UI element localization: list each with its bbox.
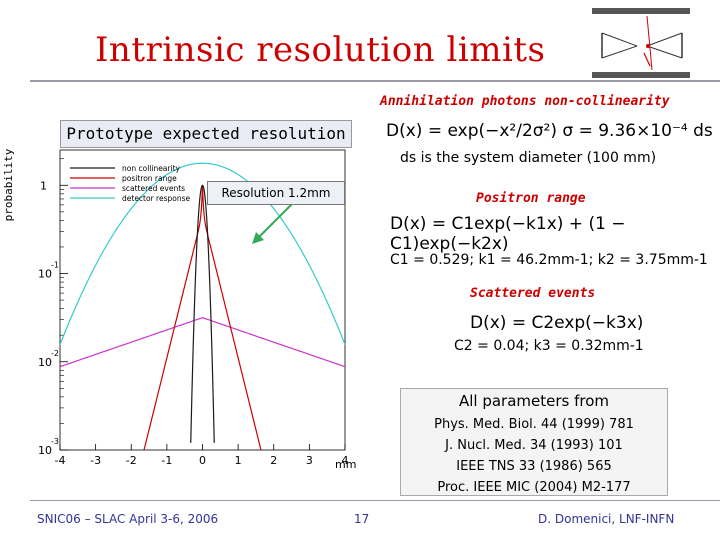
- x-tick-label: 1: [235, 454, 242, 467]
- x-tick-label: -4: [55, 454, 66, 467]
- positron-range-heading: Positron range: [476, 191, 586, 206]
- series-line-detector-response: [59, 162, 346, 345]
- references-title: All parameters from: [458, 392, 610, 410]
- positron-parameters: C1 = 0.529; k1 = 46.2mm-1; k2 = 3.75mm-1: [390, 252, 708, 268]
- footer-page-number: 17: [354, 512, 370, 526]
- slide-title: Intrinsic resolution limits: [95, 30, 546, 70]
- scattered-parameters: C2 = 0.04; k3 = 0.32mm-1: [454, 338, 644, 354]
- footer-divider: [30, 500, 720, 501]
- references-box: All parameters from Phys. Med. Biol. 44 …: [400, 388, 668, 496]
- x-tick-label: -1: [161, 454, 172, 467]
- resolution-label: Resolution 1.2mm: [207, 181, 345, 205]
- scattered-formula: D(x) = C2exp(−k3x): [470, 313, 644, 333]
- y-tick-label: 10: [38, 444, 52, 457]
- x-tick-label: 0: [199, 454, 206, 467]
- y-tick-label: 10: [38, 356, 52, 369]
- scattered-events-heading: Scattered events: [470, 286, 596, 301]
- legend-label: positron range: [122, 174, 177, 183]
- legend-label: scattered events: [122, 184, 185, 193]
- y-tick-exponent: -2: [51, 349, 59, 358]
- prototype-resolution-label: Prototype expected resolution: [60, 120, 352, 148]
- x-axis-label: mm: [335, 458, 356, 471]
- positron-formula: D(x) = C1exp(−k1x) + (1 − C1)exp(−k2x): [390, 214, 626, 254]
- title-divider: [30, 80, 720, 82]
- y-tick-label: 1: [40, 179, 47, 192]
- x-tick-label: 2: [270, 454, 277, 467]
- x-tick-label: -2: [126, 454, 137, 467]
- y-tick-exponent: -3: [51, 437, 59, 446]
- reference-item: J. Nucl. Med. 34 (1993) 101: [445, 438, 623, 453]
- detector-geometry-icon: [592, 8, 690, 78]
- y-tick-label: 10: [38, 268, 52, 281]
- x-tick-label: 4: [342, 454, 349, 467]
- probability-chart: probability 110-110-210-3-4 -3 -2 -1 0 1 2 3 4mm …: [2, 148, 356, 471]
- legend-label: detector response: [122, 194, 191, 203]
- series-line-non-collinearity: [190, 184, 215, 443]
- x-tick-label: -3: [90, 454, 101, 467]
- reference-item: IEEE TNS 33 (1986) 565: [456, 459, 612, 474]
- annihilation-formula: D(x) = exp(−x²/2σ²) σ = 9.36×10⁻⁴ ds: [386, 121, 713, 141]
- y-tick-exponent: -1: [51, 261, 59, 270]
- system-diameter-note: ds is the system diameter (100 mm): [400, 150, 657, 166]
- x-tick-label: 3: [306, 454, 313, 467]
- annihilation-heading: Annihilation photons non-collinearity: [380, 94, 670, 109]
- reference-item: Phys. Med. Biol. 44 (1999) 781: [434, 417, 634, 432]
- resolution-arrow-icon: [252, 203, 293, 244]
- series-line-scattered-events: [59, 317, 346, 368]
- legend-label: non collinearity: [122, 164, 181, 173]
- reference-item: Proc. IEEE MIC (2004) M2-177: [437, 480, 631, 495]
- footer-conference: SNIC06 – SLAC April 3-6, 2006: [37, 512, 219, 526]
- y-axis-label: probability: [2, 148, 15, 221]
- footer-author: D. Domenici, LNF-INFN: [538, 512, 675, 526]
